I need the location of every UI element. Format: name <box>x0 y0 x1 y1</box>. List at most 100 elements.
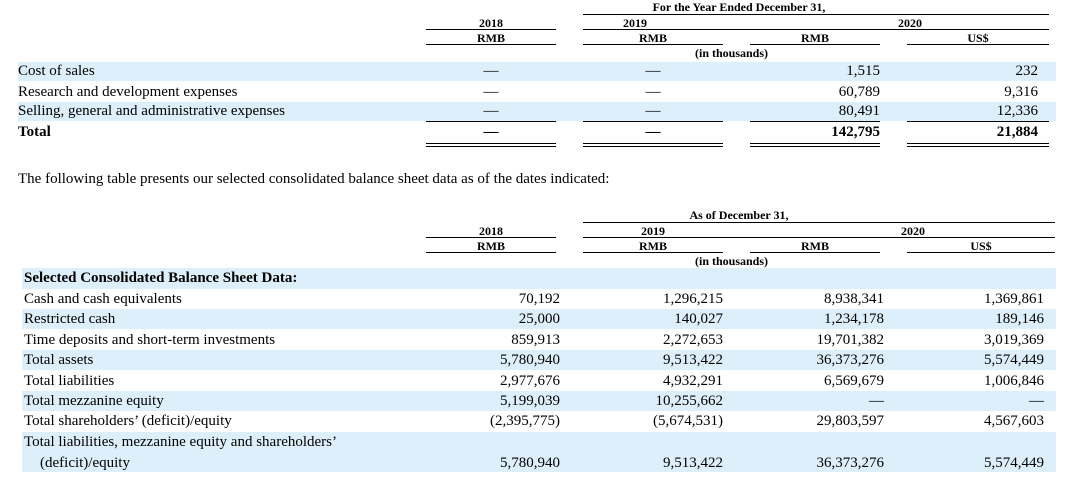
cell: — <box>483 103 499 119</box>
cell: 21,884 <box>996 124 1038 140</box>
table1-currency-rule-4 <box>907 44 1049 45</box>
cell: 859,913 <box>511 332 560 348</box>
cell: — <box>645 103 661 119</box>
cell: 5,574,449 <box>984 352 1044 368</box>
table1-year-2018: 2018 <box>479 16 503 30</box>
row-label: Cash and cash equivalents <box>24 291 182 307</box>
cell: 4,932,291 <box>663 373 723 389</box>
table2-year-2019: 2019 <box>641 224 665 238</box>
table1-currency-2018: RMB <box>477 31 505 45</box>
cell: — <box>869 393 884 409</box>
table1-year-2020: 2020 <box>898 16 922 30</box>
cell: 232 <box>1015 63 1039 79</box>
cell: — <box>483 63 499 79</box>
table1-total-rule-b1 <box>426 146 556 147</box>
cell: 189,146 <box>995 311 1044 327</box>
table1-caption-rule <box>583 14 1049 15</box>
cell: 1,369,861 <box>984 291 1044 307</box>
row-label: Research and development expenses <box>18 84 238 100</box>
table1-total-rule-a2 <box>583 143 723 144</box>
table1-year-2019: 2019 <box>623 16 647 30</box>
row-label: (deficit)/equity <box>40 455 130 471</box>
cell: 12,336 <box>996 103 1038 119</box>
cell: (2,395,775) <box>490 413 560 429</box>
cell: — <box>483 84 499 100</box>
cell: 6,569,679 <box>824 373 884 389</box>
cell: 1,296,215 <box>663 291 723 307</box>
cell: 4,567,603 <box>984 413 1044 429</box>
table2-year-2018: 2018 <box>479 224 503 238</box>
table2-currency-2020-rmb: RMB <box>801 239 829 253</box>
table1-total-rule-b4 <box>907 146 1049 147</box>
table2-period-caption: As of December 31, <box>689 208 789 222</box>
table2-year-rule-2019-2020 <box>583 237 1055 238</box>
cell: — <box>645 124 661 140</box>
table1-total-rule-a1 <box>426 143 556 144</box>
cell: 60,789 <box>838 84 880 100</box>
table1-total-rule-b3 <box>750 146 880 147</box>
row-label: Total shareholders’ (deficit)/equity <box>24 413 232 429</box>
table2-currency-2019: RMB <box>639 239 667 253</box>
cell: 1,515 <box>846 63 880 79</box>
total-label: Total <box>18 124 51 140</box>
cell: 80,491 <box>838 103 880 119</box>
table2-currency-rule-1 <box>426 252 556 253</box>
cell: 9,513,422 <box>663 352 723 368</box>
cell: 140,027 <box>674 311 723 327</box>
row-label: Selling, general and administrative expe… <box>18 103 286 119</box>
shaded-row <box>22 268 1056 289</box>
table1-subtotal-rule-4 <box>907 121 1049 122</box>
cell: 5,780,940 <box>500 352 560 368</box>
cell: 142,795 <box>831 124 880 140</box>
table2-unit: (in thousands) <box>694 254 769 268</box>
row-label: Total liabilities <box>24 373 115 389</box>
cell: 1,006,846 <box>984 373 1044 389</box>
cell: 5,780,940 <box>500 455 560 471</box>
table2-currency-rule-2 <box>583 252 723 253</box>
table1-period-caption: For the Year Ended December 31, <box>652 0 826 14</box>
table1-year-rule-2019-2020 <box>583 29 1049 30</box>
cell: 2,272,653 <box>663 332 723 348</box>
cell: 8,938,341 <box>824 291 884 307</box>
cell: 5,199,039 <box>500 393 560 409</box>
table1-currency-rule-3 <box>750 44 880 45</box>
table2-year-rule-2018 <box>426 237 556 238</box>
table2-currency-rule-4 <box>907 252 1055 253</box>
table-row: Selling, general and administrative expe… <box>18 102 1056 121</box>
table1-total-rule-a4 <box>907 143 1049 144</box>
row-label: Total assets <box>24 352 94 368</box>
cell: 36,373,276 <box>816 455 885 471</box>
shaded-row <box>22 432 1056 472</box>
table2-caption-rule <box>583 222 1055 223</box>
cell: — <box>645 84 661 100</box>
cell: 3,019,369 <box>984 332 1044 348</box>
row-label: Cost of sales <box>18 63 95 79</box>
intro-paragraph: The following table presents our selecte… <box>18 171 610 187</box>
shaded-row <box>22 391 1056 411</box>
cell: 70,192 <box>518 291 560 307</box>
row-label: Time deposits and short-term investments <box>24 332 276 348</box>
row-label: Restricted cash <box>24 311 116 327</box>
section-title: Selected Consolidated Balance Sheet Data… <box>24 270 298 286</box>
cell: — <box>1029 393 1044 409</box>
table1-subtotal-rule-2 <box>583 121 723 122</box>
table2-currency-2020-usd: US$ <box>970 239 992 253</box>
table1-unit: (in thousands) <box>694 46 769 60</box>
table1-currency-2020-usd: US$ <box>967 31 989 45</box>
shaded-row <box>22 309 1056 329</box>
table1-subtotal-rule-1 <box>426 121 556 122</box>
cell: (5,674,531) <box>653 413 723 429</box>
shaded-row <box>22 350 1056 370</box>
table1-total-rule-a3 <box>750 143 880 144</box>
table1-currency-2019: RMB <box>639 31 667 45</box>
cell: — <box>483 124 499 140</box>
cell: 19,701,382 <box>816 332 885 348</box>
cell: 10,255,662 <box>655 393 724 409</box>
table1-subtotal-rule-3 <box>750 121 880 122</box>
cell: 36,373,276 <box>816 352 885 368</box>
table-row: Cost of sales <box>18 62 1056 81</box>
table1-currency-rule-2 <box>583 44 723 45</box>
table1-currency-rule-1 <box>426 44 556 45</box>
cell: 29,803,597 <box>816 413 885 429</box>
cell: 1,234,178 <box>824 311 884 327</box>
